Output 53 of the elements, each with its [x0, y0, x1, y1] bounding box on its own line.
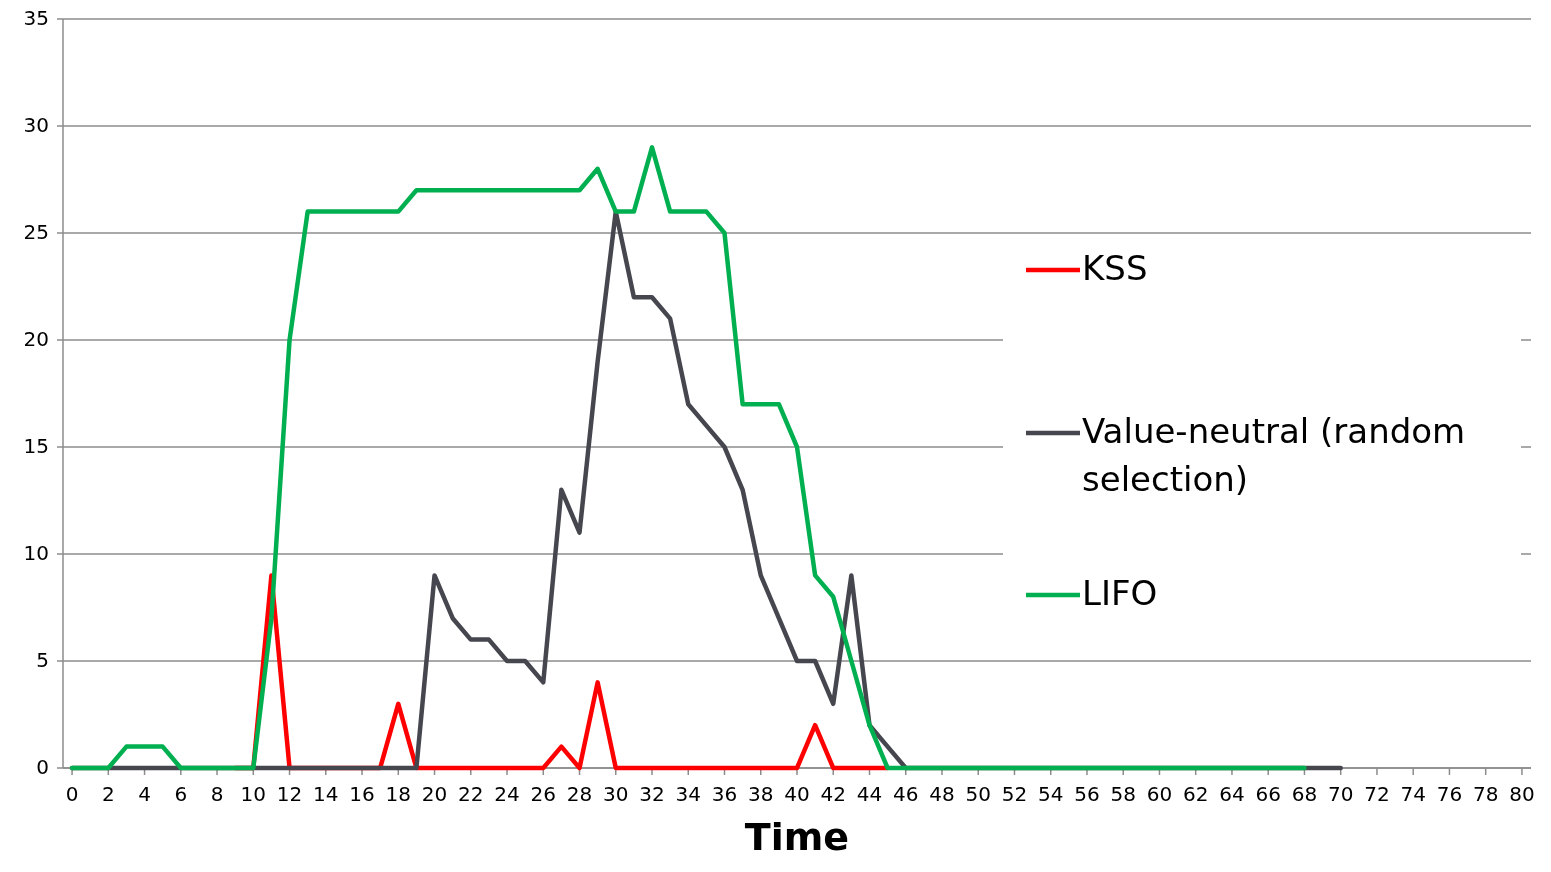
- x-tick-label: 58: [1110, 782, 1136, 806]
- x-tick-label: 20: [421, 782, 448, 806]
- x-tick-label: 38: [748, 782, 774, 806]
- x-tick-label: 32: [639, 782, 665, 806]
- y-tick-label: 10: [23, 540, 49, 565]
- y-tick-label: 20: [23, 326, 49, 351]
- x-tick-label: 0: [65, 782, 79, 806]
- x-tick-label: 44: [856, 782, 883, 806]
- x-tick-label: 34: [675, 782, 701, 806]
- x-tick-label: 12: [276, 782, 303, 806]
- y-tick-label: 25: [23, 219, 49, 244]
- x-tick-label: 28: [566, 782, 593, 806]
- x-tick-label: 36: [711, 782, 738, 806]
- x-tick-label: 52: [1001, 782, 1028, 806]
- x-tick-label: 4: [138, 782, 151, 806]
- x-tick-label: 50: [965, 782, 991, 806]
- y-tick-label: 15: [23, 433, 49, 458]
- x-tick-label: 72: [1364, 782, 1390, 806]
- x-tick-label: 66: [1255, 782, 1281, 806]
- x-tick-label: 24: [494, 782, 520, 806]
- x-tick-label: 18: [385, 782, 412, 806]
- y-tick-label: 35: [23, 5, 49, 30]
- x-tick-label: 68: [1291, 782, 1318, 806]
- x-tick-label: 22: [458, 782, 484, 806]
- x-tick-label: 2: [101, 782, 115, 806]
- x-tick-label: 56: [1074, 782, 1100, 806]
- y-tick-label: 0: [36, 754, 49, 779]
- x-tick-label: 48: [929, 782, 955, 806]
- x-tick-label: 40: [784, 782, 810, 806]
- legend-label: KSS: [1082, 247, 1148, 288]
- y-tick-label: 30: [23, 112, 49, 137]
- x-tick-label: 80: [1509, 782, 1535, 806]
- x-tick-label: 62: [1182, 782, 1209, 806]
- x-axis-title: Time: [744, 815, 850, 859]
- x-tick-label: 6: [174, 782, 188, 806]
- x-tick-label: 16: [349, 782, 375, 806]
- x-tick-label: 10: [240, 782, 267, 806]
- x-tick-label: 74: [1400, 782, 1426, 806]
- x-tick-label: 46: [893, 782, 919, 806]
- x-tick-label: 64: [1219, 782, 1245, 806]
- x-tick-label: 54: [1038, 782, 1064, 806]
- y-tick-label: 5: [36, 647, 49, 672]
- x-tick-label: 14: [313, 782, 339, 806]
- x-tick-label: 8: [210, 782, 224, 806]
- legend-label: LIFO: [1082, 572, 1158, 613]
- x-tick-label: 30: [603, 782, 629, 806]
- x-tick-label: 76: [1436, 782, 1463, 806]
- x-tick-label: 26: [530, 782, 556, 806]
- x-tick-label: 70: [1327, 782, 1354, 806]
- legend-label: Value-neutral (random selection): [1082, 410, 1466, 499]
- x-tick-label: 78: [1472, 782, 1499, 806]
- x-tick-label: 42: [820, 782, 846, 806]
- x-tick-label: 60: [1146, 782, 1173, 806]
